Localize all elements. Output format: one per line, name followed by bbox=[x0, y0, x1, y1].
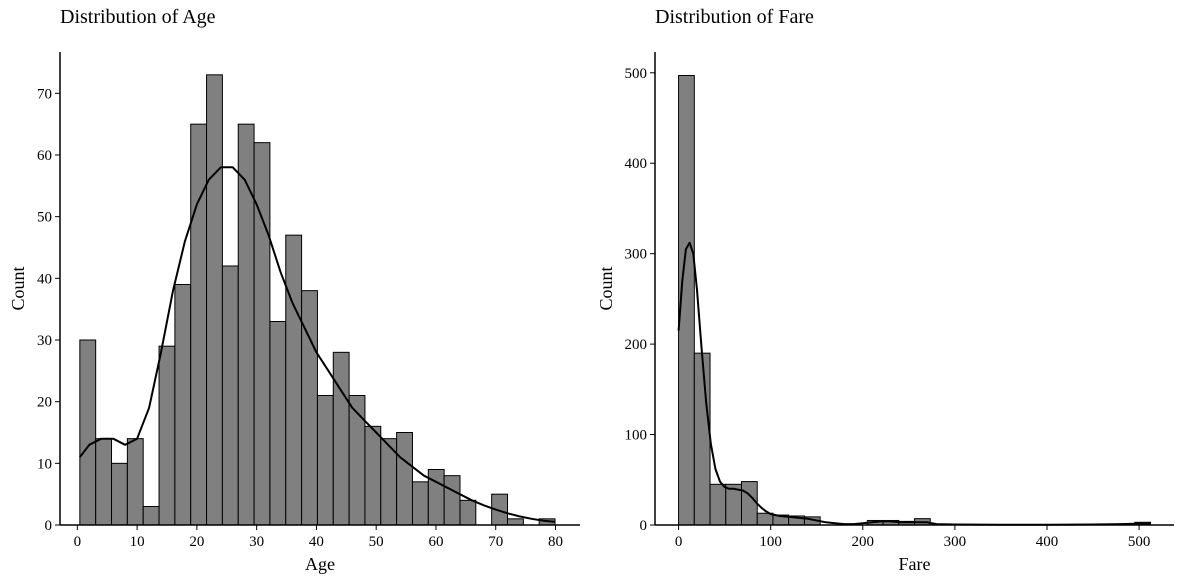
histogram-bar bbox=[741, 481, 758, 526]
kde-line bbox=[677, 241, 1151, 526]
kde-line bbox=[79, 166, 556, 523]
x-tick-label: 200 bbox=[852, 534, 875, 550]
x-tick-label: 80 bbox=[548, 534, 563, 550]
fare-histogram-panel: Distribution of Fare 0 100 200 300 400 500 0 10… bbox=[592, 0, 1184, 584]
x-tick-label: 500 bbox=[1128, 534, 1151, 550]
histogram-bar bbox=[348, 394, 366, 526]
y-tick-label: 40 bbox=[37, 271, 52, 287]
histogram-bar bbox=[459, 499, 477, 526]
histogram-bar bbox=[206, 74, 223, 526]
age-histogram-chart: 0 10 20 30 40 50 60 70 80 0 10 20 30 40 50 60 70 Age Count bbox=[8, 52, 580, 574]
y-tick-label: 100 bbox=[625, 428, 648, 444]
x-tick-label: 300 bbox=[944, 534, 967, 550]
x-tick-label: 100 bbox=[759, 534, 782, 550]
x-axis-label: Age bbox=[305, 554, 335, 574]
histogram-bar bbox=[95, 438, 113, 526]
histogram-bar bbox=[174, 283, 192, 526]
histogram-bar bbox=[142, 505, 160, 526]
y-tick-label: 200 bbox=[625, 337, 648, 353]
y-tick-label: 70 bbox=[37, 86, 52, 102]
histogram-bar bbox=[427, 468, 445, 526]
x-tick-label: 70 bbox=[488, 534, 503, 550]
y-axis-label: Count bbox=[8, 266, 28, 310]
histogram-bar bbox=[158, 345, 176, 526]
chart-title: Distribution of Age bbox=[60, 6, 216, 28]
y-axis-label: Count bbox=[596, 266, 616, 310]
y-tick-label: 20 bbox=[37, 395, 52, 411]
y-tick-label: 0 bbox=[45, 518, 53, 534]
y-tick-label: 500 bbox=[625, 66, 648, 82]
x-tick-label: 0 bbox=[74, 534, 82, 550]
histogram-bar bbox=[285, 234, 303, 526]
fare-histogram-chart: 0 100 200 300 400 500 0 100 200 300 400 500 Fare Coun… bbox=[596, 52, 1174, 574]
x-tick-label: 400 bbox=[1036, 534, 1059, 550]
histogram-bar bbox=[411, 481, 429, 526]
histogram-bar bbox=[221, 265, 239, 526]
x-tick-label: 10 bbox=[130, 534, 145, 550]
histogram-bar bbox=[316, 394, 334, 526]
y-tick-label: 10 bbox=[37, 456, 52, 472]
x-tick-label: 60 bbox=[428, 534, 443, 550]
age-histogram-panel: Distribution of Age 0 10 20 30 40 50 60 70 80 0 10… bbox=[8, 6, 580, 574]
histogram-bar bbox=[79, 339, 97, 526]
histogram-bar bbox=[443, 475, 461, 526]
x-tick-label: 20 bbox=[189, 534, 204, 550]
histogram-bar bbox=[269, 320, 287, 526]
y-tick-label: 0 bbox=[640, 518, 648, 534]
histogram-bar bbox=[332, 351, 350, 526]
y-tick-label: 300 bbox=[625, 247, 648, 263]
histogram-bar bbox=[253, 142, 271, 526]
y-tick-label: 50 bbox=[37, 210, 52, 226]
histogram-bar bbox=[506, 518, 524, 526]
histogram-bar bbox=[190, 123, 208, 526]
histogram-bar bbox=[364, 425, 382, 526]
histogram-bar bbox=[111, 462, 128, 526]
chart-title: Distribution of Fare bbox=[655, 6, 814, 28]
x-axis-label: Fare bbox=[899, 554, 931, 574]
histogram-bar bbox=[126, 438, 144, 526]
y-tick-label: 400 bbox=[625, 156, 648, 172]
histogram-bar bbox=[693, 352, 711, 526]
histogram-bar bbox=[396, 431, 413, 526]
histogram-bar bbox=[709, 483, 727, 526]
y-tick-label: 60 bbox=[37, 148, 52, 164]
x-tick-label: 50 bbox=[369, 534, 384, 550]
x-tick-label: 30 bbox=[249, 534, 264, 550]
x-tick-label: 40 bbox=[309, 534, 324, 550]
y-tick-label: 30 bbox=[37, 333, 52, 349]
x-tick-label: 0 bbox=[675, 534, 683, 550]
